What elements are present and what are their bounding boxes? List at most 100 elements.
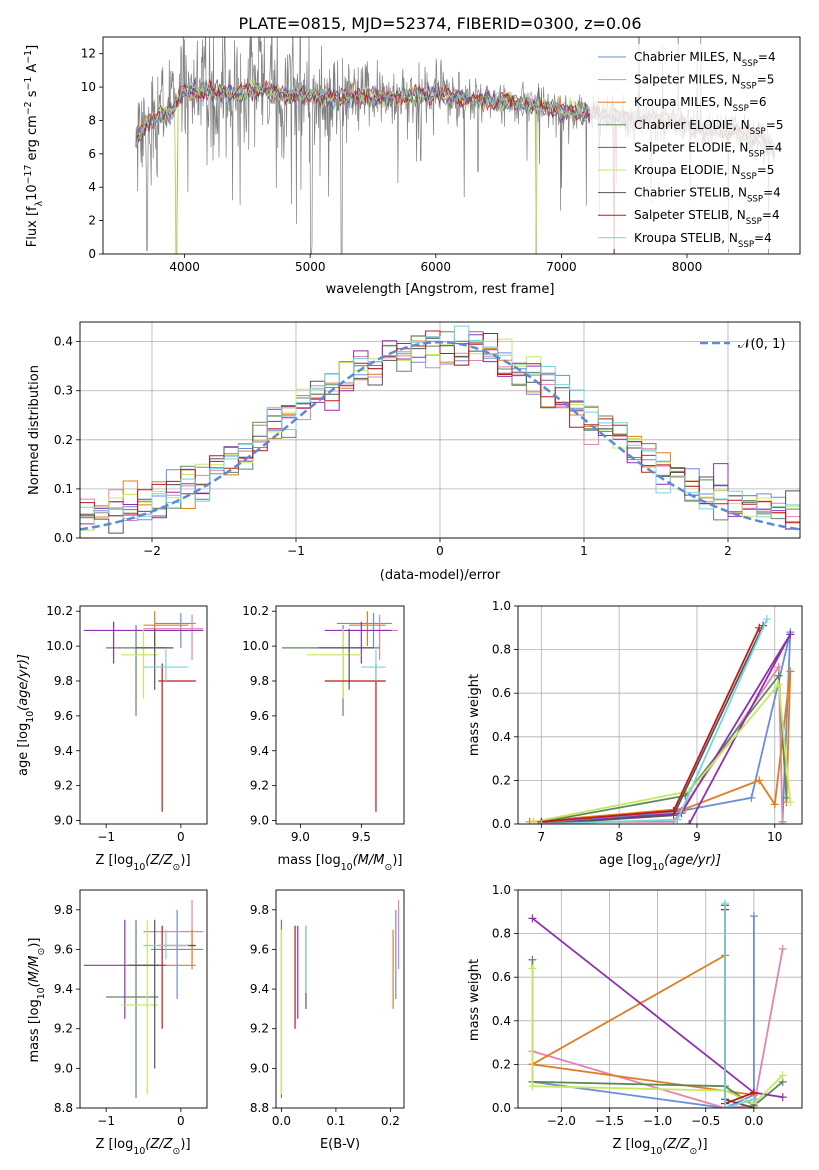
spectrum-y-axis-label-part: −1: [23, 50, 34, 64]
age_vs_mass-tick-label-x: 9.5: [352, 830, 371, 844]
spectrum-tick-label-y: 0: [88, 247, 96, 261]
spectrum-tick-label-x: 6000: [421, 260, 452, 274]
weight_vs_age-x-axis-label-part: 10: [652, 862, 664, 873]
weight-marker-salpeter_stelib: [669, 806, 678, 815]
spectrum-panel: 4000 5000 6000 7000 8000 0 2 4 6 8 10 12 Chabrier MI…: [23, 36, 801, 297]
spectrum-y-axis-label-part: erg cm: [25, 115, 40, 164]
age_vs_Z-tick-label-y: 9.0: [54, 814, 73, 828]
age_vs_mass-tick-label-x: 9.0: [291, 830, 310, 844]
age_vs_mass-tick-label-y: 9.2: [250, 779, 269, 793]
weight-line-chabrier_miles: [532, 916, 755, 1108]
legend-entry-kroupa_elodie-part: SSP: [741, 172, 757, 182]
legend-entry-chabrier_stelib: Chabrier STELIB, NSSP=4: [634, 186, 781, 205]
age_vs_mass-tick-label-y: 9.0: [250, 814, 269, 828]
spectrum-y-axis-label-part: Flux [f: [25, 206, 40, 247]
legend-entry-salpeter_elodie-part: Salpeter ELODIE, N: [634, 140, 748, 154]
weight-marker-salpeter_elodie: [528, 914, 537, 923]
legend-entry-kroupa_miles-part: SSP: [733, 104, 749, 114]
age_vs_mass-plot: [282, 611, 398, 812]
weight-marker-chabrier_miles: [747, 793, 756, 802]
mass_vs_ebv-plot: [280, 899, 400, 1099]
gaussian-reference-line: [80, 340, 800, 531]
mass_vs_ebv-tick-label-x: 0.1: [326, 1114, 345, 1128]
weight_vs_Z-x-axis-label-part: 10: [650, 1146, 662, 1157]
weight_vs_Z-frame: [517, 889, 803, 1109]
residuals-tick-label-y: 0.2: [54, 433, 73, 447]
spectrum-y-axis-label-part: ]: [25, 45, 40, 50]
age_vs_mass-x-axis-label-part: 10: [341, 862, 353, 873]
mass_vs_Z-tick-label-y: 9.4: [54, 982, 73, 996]
mass_vs_Z-x-axis-label-part: Z [log: [95, 1137, 133, 1152]
spectrum-tick-label-y: 8: [88, 113, 96, 127]
weight_vs_Z-tick-label-y: 0.4: [492, 1014, 511, 1028]
age_vs_Z-tick-label-y: 9.8: [54, 674, 73, 688]
weight_vs_Z-tick-label-y: 1.0: [492, 883, 511, 897]
weight-line-chabrier_stelib: [541, 625, 764, 824]
legend-entry-salpeter_miles-part: Salpeter MILES, N: [634, 73, 741, 87]
age_vs_Z-x-axis-label: Z [log10(Z/Z⊙)]: [95, 853, 190, 873]
weight_vs_age-plot: [525, 615, 795, 824]
residuals-x-axis-label: (data-model)/error: [380, 568, 501, 583]
spectrum-tick-label-y: 6: [88, 147, 96, 161]
weight-line-kroupa_elodie: [533, 682, 792, 823]
weight_vs_age-frame: [517, 605, 803, 825]
mass_vs_ebv-x-axis-label: E(B-V): [320, 1137, 360, 1152]
weight_vs_age-tick-label-x: 8: [615, 830, 623, 844]
mass_vs_Z-tick-label-y: 9.8: [54, 903, 73, 917]
age_vs_Z-y-axis-label-part: age [log: [16, 723, 31, 776]
weight-marker-kroupa_miles: [755, 776, 764, 785]
weight_vs_Z-x-axis-label-part: ⊙: [690, 1146, 698, 1157]
age_vs_Z-tick-label-x: 0: [177, 830, 185, 844]
weight-marker-kroupa_stelib: [673, 815, 682, 824]
age_vs_mass-x-axis-label-part: )]: [392, 853, 402, 868]
age_vs_Z-tick-label-x: −1: [97, 830, 115, 844]
weight-line-salpeter_miles: [532, 948, 784, 1108]
mass_vs_Z-tick-label-x: −1: [97, 1114, 115, 1128]
figure-title: PLATE=0815, MJD=52374, FIBERID=0300, z=0…: [238, 14, 641, 33]
spectrum-y-axis-label-part: −17: [23, 165, 34, 185]
mass_vs_Z-tick-label-y: 9.2: [54, 1022, 73, 1036]
legend-entry-chabrier_stelib-part: SSP: [747, 195, 763, 205]
residuals-plot: [80, 325, 800, 538]
legend-entry-salpeter_elodie: Salpeter ELODIE, NSSP=4: [634, 140, 782, 159]
mass_vs_Z-tick-label-y: 9.0: [54, 1061, 73, 1075]
weight-marker-kroupa_stelib: [537, 820, 546, 824]
mass_vs_Z-x-axis-label-part: (Z/Z: [145, 1137, 173, 1152]
weight_vs_Z-x-axis-label-part: Z [log: [612, 1137, 650, 1152]
age_vs_Z-tick-label-y: 10.2: [46, 604, 73, 618]
spectrum-tick-label-x: 4000: [169, 260, 200, 274]
spectrum-y-axis-label-part: λ: [34, 200, 45, 206]
legend-entry-salpeter_stelib: Salpeter STELIB, NSSP=4: [634, 208, 780, 227]
legend-entry-chabrier_elodie-part: Chabrier ELODIE, N: [634, 118, 750, 132]
weight_vs_Z-x-axis-label-part: )]: [697, 1137, 707, 1152]
weight-marker-kroupa_stelib: [762, 615, 771, 624]
mass_vs_Z-panel: −1 08.89.09.29.49.69.8Z [log10(Z/Z⊙)]mass…: [27, 889, 208, 1157]
age_vs_Z-tick-label-y: 9.2: [54, 779, 73, 793]
legend-entry-salpeter_stelib-part: =4: [762, 208, 780, 222]
legend-entry-kroupa_stelib-part: Kroupa STELIB, N: [634, 231, 738, 245]
weight_vs_Z-tick-label-x: 0.0: [744, 1114, 763, 1128]
weight_vs_age-x-axis-label-part: (age/yr)]: [664, 853, 721, 868]
weight-vs-Z-y-axis-label: mass weight: [467, 959, 482, 1041]
mass_vs_Z-x-axis-label-part: 10: [133, 1146, 145, 1157]
spectrum-tick-label-x: 7000: [546, 260, 577, 274]
legend-entry-kroupa_miles: Kroupa MILES, NSSP=6: [634, 95, 767, 114]
weight_vs_age-tick-label-x: 9: [693, 830, 701, 844]
weight-marker-salpeter_elodie: [685, 820, 694, 824]
legend-entry-chabrier_miles-part: Chabrier MILES, N: [634, 50, 742, 64]
mass_vs_Z-tick-label-y: 8.8: [54, 1101, 73, 1115]
legend-entry-kroupa_stelib-part: =4: [754, 231, 772, 245]
mass_vs_Z-y-axis-label-part: mass [log: [27, 999, 42, 1062]
weight_vs_Z-panel: −2.0 −1.5 −1.0 −0.5 0.0 0.0 0.2 0.4 0.6 0.8 1.0 Z […: [467, 883, 803, 1157]
weight-marker-kroupa_miles: [786, 667, 795, 676]
legend-entry-salpeter_stelib-part: SSP: [746, 217, 762, 227]
age_vs_Z-y-axis-label-part: 10: [25, 711, 36, 723]
histogram-kroupa_stelib: [80, 325, 800, 538]
weight-marker-chabrier_elodie: [774, 671, 783, 680]
weight_vs_Z-tick-label-x: −0.5: [691, 1114, 720, 1128]
weight-marker-chabrier_elodie: [528, 955, 537, 964]
weight_vs_Z-tick-label-x: −1.0: [643, 1114, 672, 1128]
spectrum-tick-label-x: 5000: [295, 260, 326, 274]
